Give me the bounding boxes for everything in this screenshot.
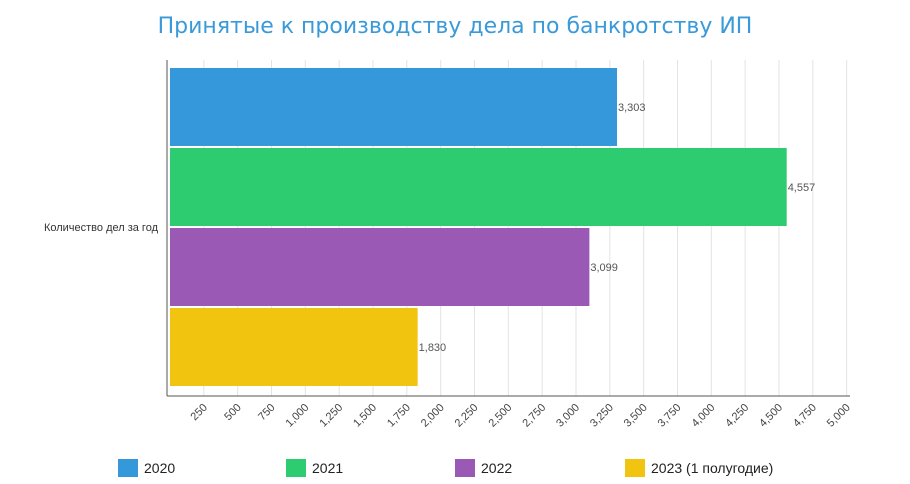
category-label: Количество дел за год: [44, 222, 159, 234]
x-tick-label: 2,500: [486, 402, 514, 430]
chart-title: Принятые к производству дела по банкротс…: [157, 14, 753, 39]
data-label-2023: 1,830: [419, 342, 447, 354]
legend-swatch-2021: [286, 459, 306, 477]
legend-label-2023: 2023 (1 полугодие): [651, 460, 773, 476]
x-tick-label: 4,500: [757, 402, 785, 430]
data-label-2022: 3,099: [590, 262, 618, 274]
x-tick-label: 3,500: [622, 402, 650, 430]
x-tick-label: 3,250: [588, 402, 616, 430]
legend-label-2022: 2022: [481, 460, 512, 476]
legend-swatch-2022: [455, 459, 475, 477]
x-tick-label: 5,000: [825, 402, 853, 430]
legend-label-2020: 2020: [144, 460, 175, 476]
x-tick-label: 750: [256, 402, 277, 423]
x-tick-label: 500: [222, 402, 243, 423]
bar-2023: [170, 308, 418, 386]
x-tick-label: 1,500: [351, 402, 379, 430]
data-label-2021: 4,557: [788, 182, 816, 194]
bar-2020: [170, 68, 617, 146]
data-label-2020: 3,303: [618, 102, 646, 114]
x-tick-label: 4,750: [791, 402, 819, 430]
x-tick-label: 1,250: [317, 402, 345, 430]
x-tick-label: 2,750: [520, 402, 548, 430]
legend-label-2021: 2021: [312, 460, 343, 476]
x-tick-label: 3,750: [656, 402, 684, 430]
legend-swatch-2020: [118, 459, 138, 477]
legend-swatch-2023: [625, 459, 645, 477]
x-tick-label: 1,000: [283, 402, 311, 430]
x-tick-label: 3,000: [554, 402, 582, 430]
x-tick-label: 4,000: [689, 402, 717, 430]
x-tick-label: 2,000: [419, 402, 447, 430]
x-tick-label: 250: [188, 402, 209, 423]
bar-2022: [170, 228, 590, 306]
x-tick-label: 2,250: [453, 402, 481, 430]
x-tick-label: 4,250: [723, 402, 751, 430]
x-tick-label: 1,750: [385, 402, 413, 430]
bar-2021: [170, 148, 787, 226]
